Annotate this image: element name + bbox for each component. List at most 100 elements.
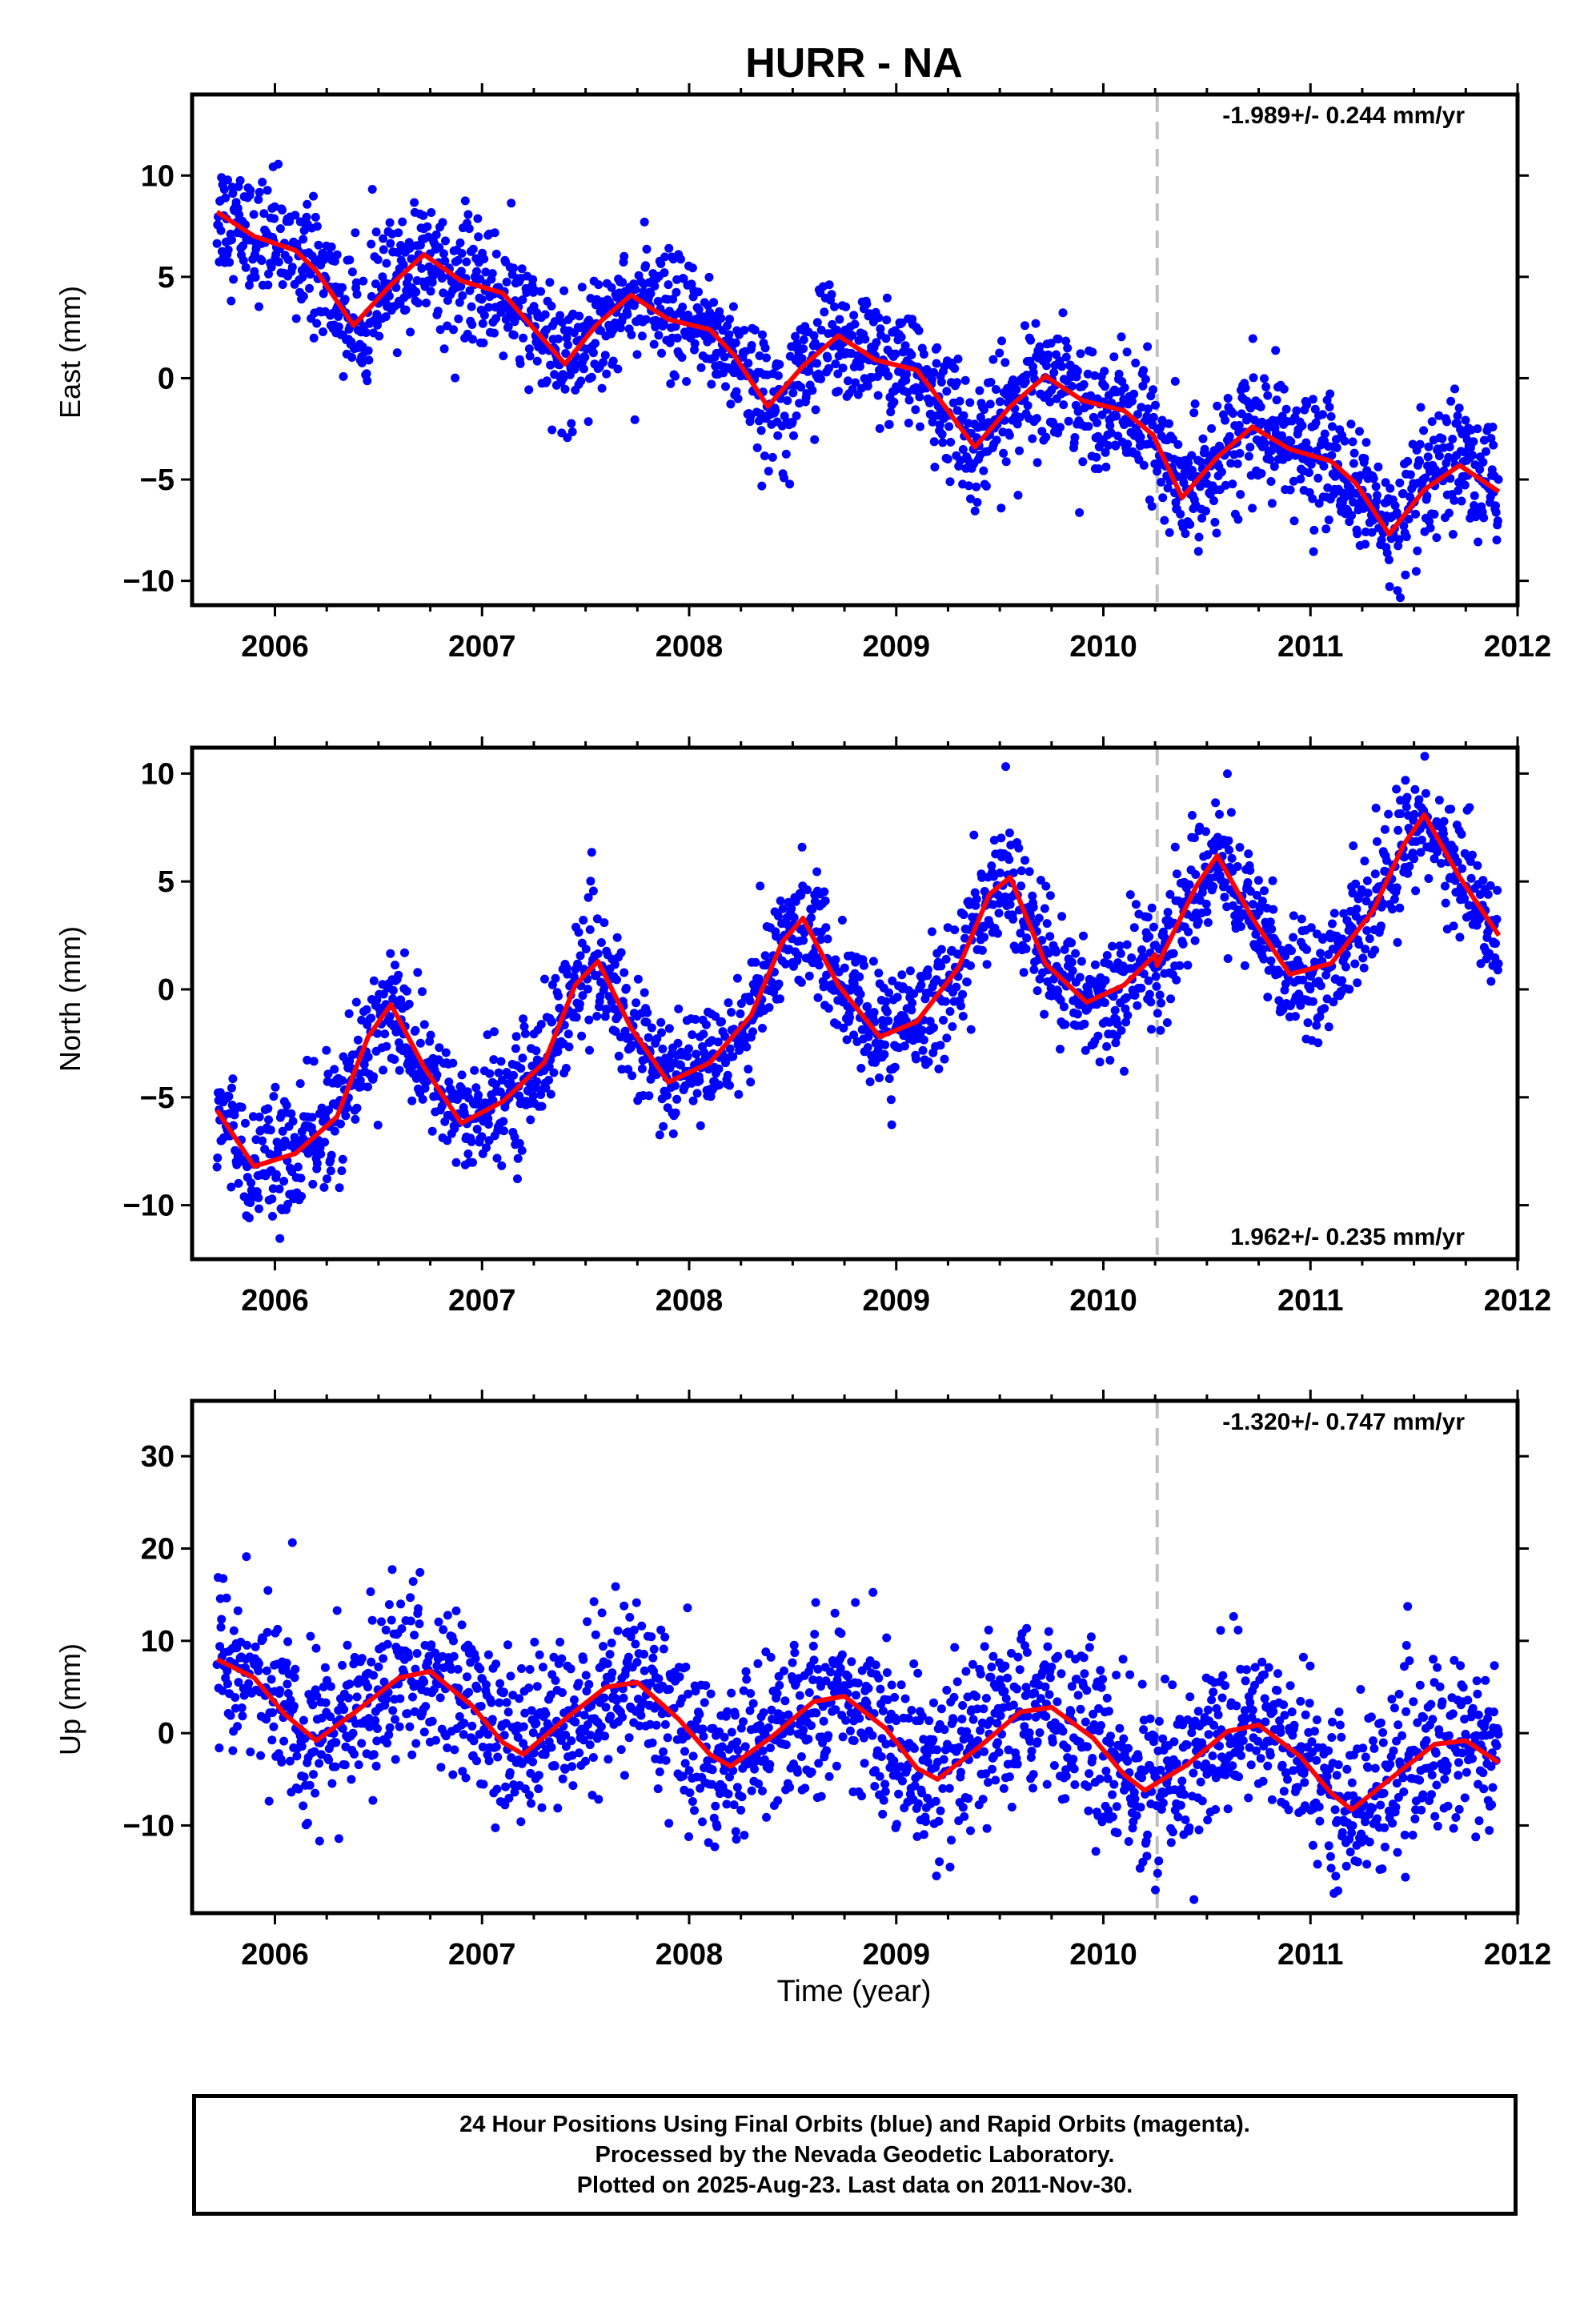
data-point [223, 1667, 232, 1675]
data-point [303, 1055, 312, 1065]
data-point [1273, 939, 1282, 949]
data-point [410, 198, 419, 207]
data-point [309, 191, 318, 201]
data-point [312, 222, 322, 231]
data-point [938, 438, 948, 447]
data-point [982, 960, 992, 969]
data-point [1267, 925, 1277, 934]
data-point [647, 1023, 656, 1033]
data-point [467, 1721, 477, 1731]
data-point [945, 1007, 955, 1016]
data-point [844, 376, 852, 386]
data-point [1213, 401, 1222, 411]
data-point [896, 332, 906, 342]
data-point [1061, 1020, 1070, 1029]
data-point [469, 1736, 479, 1746]
data-point [1349, 841, 1358, 851]
data-point [488, 1096, 498, 1105]
data-point [586, 1731, 595, 1740]
data-point [869, 1008, 879, 1017]
data-point [773, 911, 783, 921]
data-point [1422, 491, 1432, 501]
data-point [547, 301, 556, 311]
data-point [1441, 898, 1450, 908]
data-point [381, 1625, 391, 1635]
data-point [603, 1659, 612, 1668]
data-point [450, 1745, 459, 1755]
data-point [373, 255, 383, 264]
data-point [535, 1650, 544, 1659]
data-point [803, 885, 812, 895]
data-point [929, 367, 938, 377]
data-point [863, 381, 872, 391]
data-point [541, 1083, 551, 1093]
data-point [596, 1722, 606, 1731]
data-point [1244, 849, 1253, 859]
data-point [359, 276, 368, 286]
data-point [760, 951, 770, 961]
data-point [849, 1030, 859, 1040]
data-point [1149, 922, 1158, 932]
data-point [395, 1694, 405, 1703]
data-point [1113, 431, 1123, 441]
data-point [528, 275, 538, 284]
data-point [591, 970, 601, 980]
data-point [577, 283, 587, 292]
data-point [505, 1767, 515, 1777]
data-point [1233, 515, 1243, 524]
data-point [721, 382, 730, 391]
data-point [1056, 423, 1065, 432]
data-point [1194, 532, 1204, 542]
data-point [880, 1049, 889, 1059]
data-point [453, 1664, 463, 1674]
data-point [824, 1004, 833, 1013]
y-tick-label: 5 [158, 865, 174, 899]
data-point [1479, 513, 1489, 523]
data-point [1353, 978, 1362, 988]
data-point [331, 1762, 340, 1771]
data-point [756, 426, 766, 435]
data-point [1067, 957, 1077, 967]
data-point [495, 1679, 505, 1688]
data-point [583, 1617, 592, 1627]
data-point [457, 1620, 467, 1630]
data-point [1063, 343, 1073, 353]
data-point [942, 1033, 952, 1043]
data-point [510, 1133, 519, 1141]
data-point [624, 1652, 633, 1662]
data-point [1281, 951, 1290, 961]
data-point [745, 996, 755, 1005]
data-point [1021, 944, 1031, 953]
data-point [1302, 945, 1312, 954]
data-point [725, 1081, 734, 1090]
data-point [1237, 922, 1245, 931]
data-point [1274, 996, 1284, 1005]
data-point [242, 1552, 251, 1562]
data-point [567, 419, 576, 428]
data-point [884, 1074, 894, 1083]
data-point [908, 998, 917, 1008]
data-point [218, 1686, 227, 1695]
data-point [584, 1015, 594, 1025]
data-point [959, 411, 968, 420]
data-point [540, 974, 549, 984]
data-point [856, 989, 865, 999]
data-point [1287, 946, 1296, 956]
data-point [588, 886, 598, 896]
data-point [684, 1044, 693, 1053]
data-point [1311, 418, 1321, 427]
data-point [269, 1722, 279, 1731]
data-point [224, 1092, 234, 1101]
data-point [536, 1020, 546, 1029]
data-point [233, 1606, 243, 1615]
data-point [589, 1597, 599, 1607]
data-point [1053, 986, 1063, 996]
data-point [1269, 905, 1278, 914]
data-point [1491, 939, 1500, 949]
data-point [367, 1615, 377, 1625]
data-point [456, 267, 466, 276]
data-point [563, 433, 572, 443]
data-point [311, 212, 320, 222]
data-point [1122, 347, 1132, 357]
data-point [956, 1001, 965, 1011]
